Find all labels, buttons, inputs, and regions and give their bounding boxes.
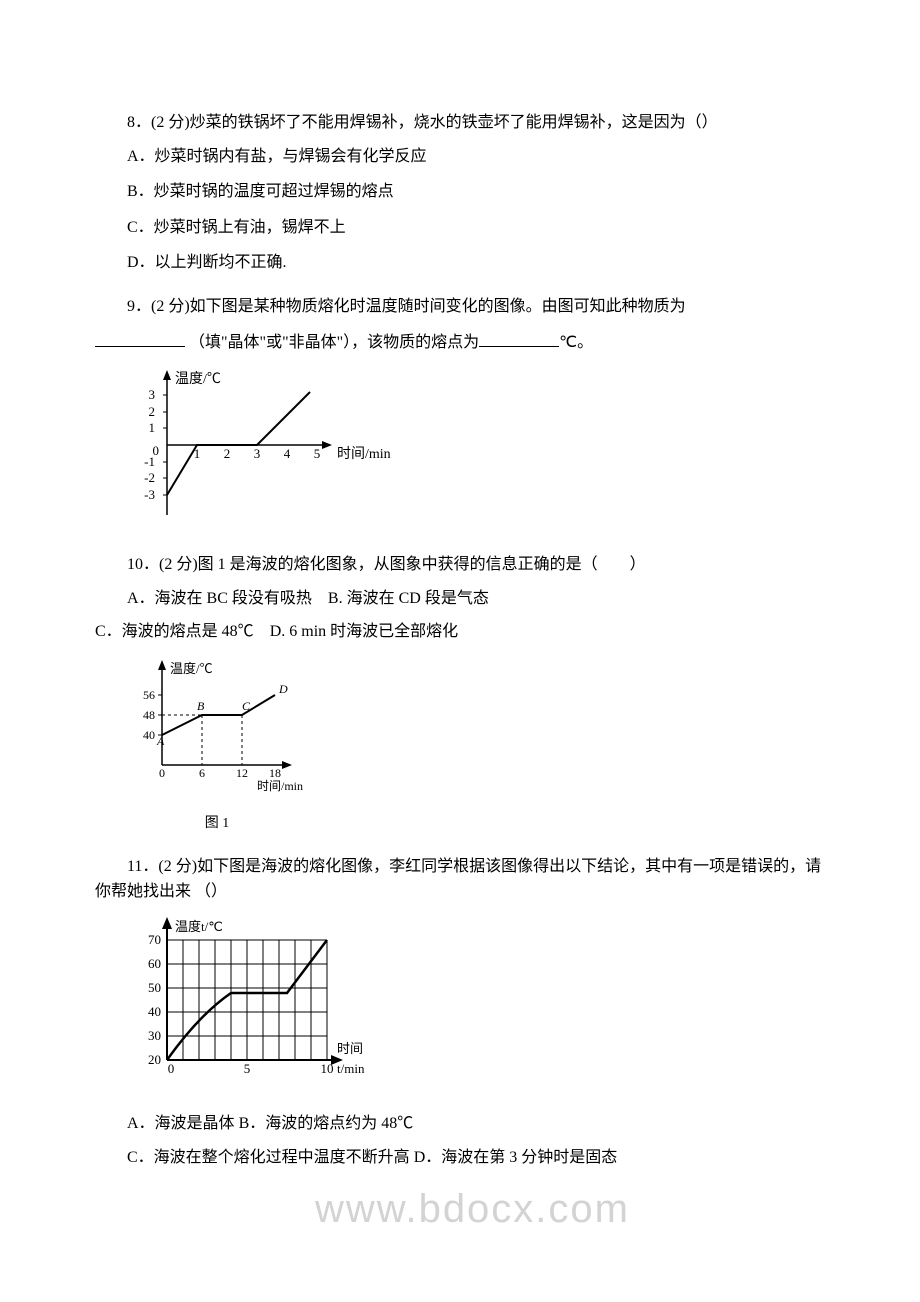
svg-text:温度/℃: 温度/℃: [175, 371, 221, 387]
q8-text: 8．(2 分)炒菜的铁锅坏了不能用焊锡补，烧水的铁壶坏了能用焊锡补，这是因为（）: [95, 110, 825, 136]
watermark: www.bdocx.com: [315, 1177, 630, 1241]
q9-text: 9．(2 分)如下图是某种物质熔化时温度随时间变化的图像。由图可知此种物质为: [95, 294, 825, 320]
question-10: 10．(2 分)图 1 是海波的熔化图象，从图象中获得的信息正确的是（ ） ww…: [95, 552, 825, 836]
q10-option-a: A．海波在 BC 段没有吸热: [127, 590, 312, 607]
svg-text:4: 4: [284, 446, 291, 461]
q8-options: A．炒菜时锅内有盐，与焊锡会有化学反应 B．炒菜时锅的温度可超过焊锡的熔点 C．…: [127, 144, 825, 276]
q11-option-b: B．海波的熔点约为 48℃: [239, 1115, 414, 1132]
q8-option-b: B．炒菜时锅的温度可超过焊锡的熔点: [127, 179, 825, 205]
q9-body1: 如下图是某种物质熔化时温度随时间变化的图像。由图可知此种物质为: [190, 298, 686, 315]
svg-text:56: 56: [143, 688, 155, 702]
q9-chart: 3 2 1 0 -1 -2 -3 1 2 3 4 5 温度/℃ 时间/min: [127, 365, 825, 534]
q9-body3: ℃。: [559, 334, 593, 351]
q9-blank1: [95, 328, 185, 347]
q11-option-c: C．海波在整个熔化过程中温度不断升高: [127, 1149, 410, 1166]
svg-text:5: 5: [244, 1061, 251, 1076]
q10-prefix: 10．(2 分): [127, 556, 198, 573]
svg-text:温度/℃: 温度/℃: [170, 661, 213, 676]
q8-option-c: C．炒菜时锅上有油，锡焊不上: [127, 215, 825, 241]
svg-text:20: 20: [148, 1052, 161, 1067]
svg-text:3: 3: [149, 387, 156, 402]
svg-text:时间: 时间: [337, 1041, 363, 1056]
question-11: 11．(2 分)如下图是海波的熔化图像，李红同学根据该图像得出以下结论，其中有一…: [95, 854, 825, 1171]
q10-text: 10．(2 分)图 1 是海波的熔化图象，从图象中获得的信息正确的是（ ）: [95, 552, 825, 578]
question-8: 8．(2 分)炒菜的铁锅坏了不能用焊锡补，烧水的铁壶坏了能用焊锡补，这是因为（）…: [95, 110, 825, 276]
q10-options-line1: A．海波在 BC 段没有吸热 B. 海波在 CD 段是气态: [95, 586, 825, 612]
q10-option-d: D. 6 min 时海波已全部熔化: [270, 623, 458, 640]
q10-option-b: B. 海波在 CD 段是气态: [328, 590, 489, 607]
svg-text:-3: -3: [144, 487, 155, 502]
q11-option-a: A．海波是晶体: [127, 1115, 235, 1132]
q10-option-c: C．海波的熔点是 48℃: [95, 623, 254, 640]
svg-text:50: 50: [148, 980, 161, 995]
q8-option-a: A．炒菜时锅内有盐，与焊锡会有化学反应: [127, 144, 825, 170]
q10-chart: 56 48 40 0 6 12 18 温度/℃ 时间/min A B C D 图…: [127, 655, 825, 836]
svg-text:0: 0: [168, 1061, 175, 1076]
q8-body: 炒菜的铁锅坏了不能用焊锡补，烧水的铁壶坏了能用焊锡补，这是因为（）: [190, 114, 718, 131]
svg-text:3: 3: [254, 446, 261, 461]
q9-chart-svg: 3 2 1 0 -1 -2 -3 1 2 3 4 5 温度/℃ 时间/min: [127, 365, 397, 525]
svg-text:40: 40: [143, 728, 155, 742]
q11-chart-svg: 70 60 50 40 30 20 0 5 10 温度t/℃ 时间 t/min: [127, 915, 377, 1085]
svg-text:2: 2: [149, 404, 156, 419]
svg-text:5: 5: [314, 446, 321, 461]
svg-text:2: 2: [224, 446, 231, 461]
q10-body: 图 1 是海波的熔化图象，从图象中获得的信息正确的是（ ）: [198, 556, 646, 573]
q11-chart: 70 60 50 40 30 20 0 5 10 温度t/℃ 时间 t/min: [127, 915, 825, 1094]
q11-option-d: D．海波在第 3 分钟时是固态: [414, 1149, 618, 1166]
svg-text:12: 12: [236, 766, 248, 780]
svg-text:30: 30: [148, 1028, 161, 1043]
svg-text:0: 0: [159, 766, 165, 780]
svg-text:时间/min: 时间/min: [257, 779, 303, 793]
svg-text:18: 18: [269, 766, 281, 780]
q9-text-line2: （填"晶体"或"非晶体"），该物质的熔点为 ℃。: [95, 328, 825, 356]
svg-text:48: 48: [143, 708, 155, 722]
svg-text:t/min: t/min: [337, 1061, 365, 1076]
q9-prefix: 9．(2 分): [127, 298, 190, 315]
svg-text:-1: -1: [144, 454, 155, 469]
q11-options-line1: A．海波是晶体 B．海波的熔点约为 48℃: [95, 1111, 825, 1137]
q11-body: 如下图是海波的熔化图像，李红同学根据该图像得出以下结论，其中有一项是错误的，请你…: [95, 858, 821, 901]
svg-text:6: 6: [199, 766, 205, 780]
q10-chart-svg: 56 48 40 0 6 12 18 温度/℃ 时间/min A B C D: [127, 655, 307, 805]
svg-text:70: 70: [148, 932, 161, 947]
svg-text:-2: -2: [144, 470, 155, 485]
q11-prefix: 11．(2 分): [127, 858, 197, 875]
svg-text:A: A: [156, 734, 165, 748]
svg-text:B: B: [197, 699, 205, 713]
svg-text:1: 1: [149, 420, 156, 435]
question-9: 9．(2 分)如下图是某种物质熔化时温度随时间变化的图像。由图可知此种物质为 （…: [95, 294, 825, 534]
q8-prefix: 8．(2 分): [127, 114, 190, 131]
svg-text:时间/min: 时间/min: [337, 446, 391, 462]
svg-text:40: 40: [148, 1004, 161, 1019]
q8-option-d: D．以上判断均不正确.: [127, 250, 825, 276]
svg-text:60: 60: [148, 956, 161, 971]
q10-chart-caption: 图 1: [127, 813, 307, 835]
q11-text: 11．(2 分)如下图是海波的熔化图像，李红同学根据该图像得出以下结论，其中有一…: [95, 854, 825, 905]
q11-options-line2: C．海波在整个熔化过程中温度不断升高 D．海波在第 3 分钟时是固态: [95, 1145, 825, 1171]
q9-body2: （填"晶体"或"非晶体"），该物质的熔点为: [189, 334, 479, 351]
svg-text:D: D: [278, 682, 288, 696]
q10-options-line2: C．海波的熔点是 48℃ D. 6 min 时海波已全部熔化: [95, 619, 825, 645]
svg-text:10: 10: [321, 1061, 334, 1076]
q9-blank2: [479, 328, 559, 347]
svg-text:温度t/℃: 温度t/℃: [175, 919, 223, 934]
svg-text:C: C: [242, 699, 251, 713]
